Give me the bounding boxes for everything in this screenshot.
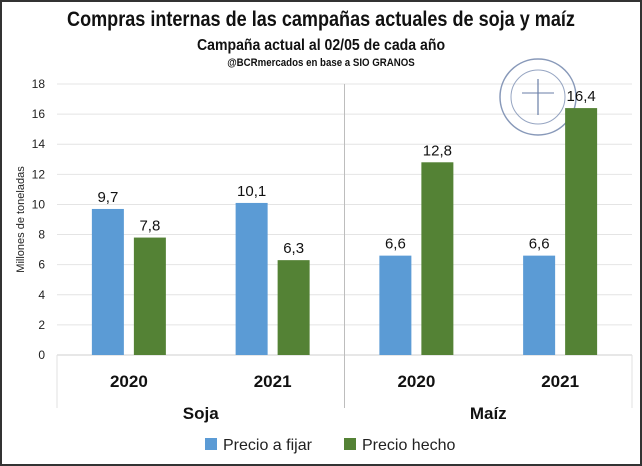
y-tick-label: 14 — [32, 137, 46, 151]
y-tick-label: 0 — [38, 348, 45, 362]
legend-swatch — [205, 438, 217, 450]
x-group-label: Soja — [183, 404, 219, 423]
bar-precio-a-fijar — [379, 255, 412, 355]
bar-precio-a-fijar — [91, 208, 124, 355]
watermark-seal-inner — [510, 69, 566, 125]
data-label: 16,4 — [567, 88, 596, 105]
bar-precio-hecho — [565, 108, 598, 355]
data-label: 12,8 — [423, 142, 452, 159]
bar-precio-a-fijar — [235, 202, 268, 355]
data-label: 9,7 — [97, 189, 118, 206]
x-category-label: 2020 — [110, 372, 148, 391]
y-tick-label: 2 — [38, 318, 45, 332]
y-tick-label: 18 — [32, 77, 46, 91]
y-tick-label: 4 — [38, 288, 45, 302]
y-tick-label: 16 — [32, 107, 46, 121]
y-tick-label: 6 — [38, 258, 45, 272]
bar-precio-hecho — [133, 237, 166, 355]
x-category-label: 2020 — [397, 372, 435, 391]
x-category-label: 2021 — [254, 372, 292, 391]
x-category-label: 2021 — [541, 372, 579, 391]
y-tick-label: 8 — [38, 228, 45, 242]
bar-precio-hecho — [277, 260, 310, 355]
y-tick-label: 12 — [32, 167, 46, 181]
data-label: 10,1 — [237, 183, 266, 200]
y-axis-label: Millones de toneladas — [15, 166, 27, 273]
bar-precio-a-fijar — [523, 255, 556, 355]
x-group-label: Maíz — [470, 404, 507, 423]
chart-subtitle: Campaña actual al 02/05 de cada año — [196, 37, 446, 54]
watermark-seal-icon — [499, 58, 577, 136]
legend-label: Precio a fijar — [223, 437, 313, 454]
data-label: 7,8 — [139, 218, 160, 235]
legend-swatch — [344, 438, 356, 450]
data-label: 6,6 — [385, 236, 406, 253]
chart-title: Compras internas de las campañas actuale… — [67, 8, 575, 31]
data-label: 6,6 — [529, 236, 550, 253]
y-tick-label: 10 — [32, 197, 46, 211]
data-label: 6,3 — [283, 240, 304, 257]
bar-precio-hecho — [421, 162, 454, 355]
chart-source: @BCRmercados en base a SIO GRANOS — [227, 57, 415, 69]
legend-label: Precio hecho — [362, 437, 455, 454]
